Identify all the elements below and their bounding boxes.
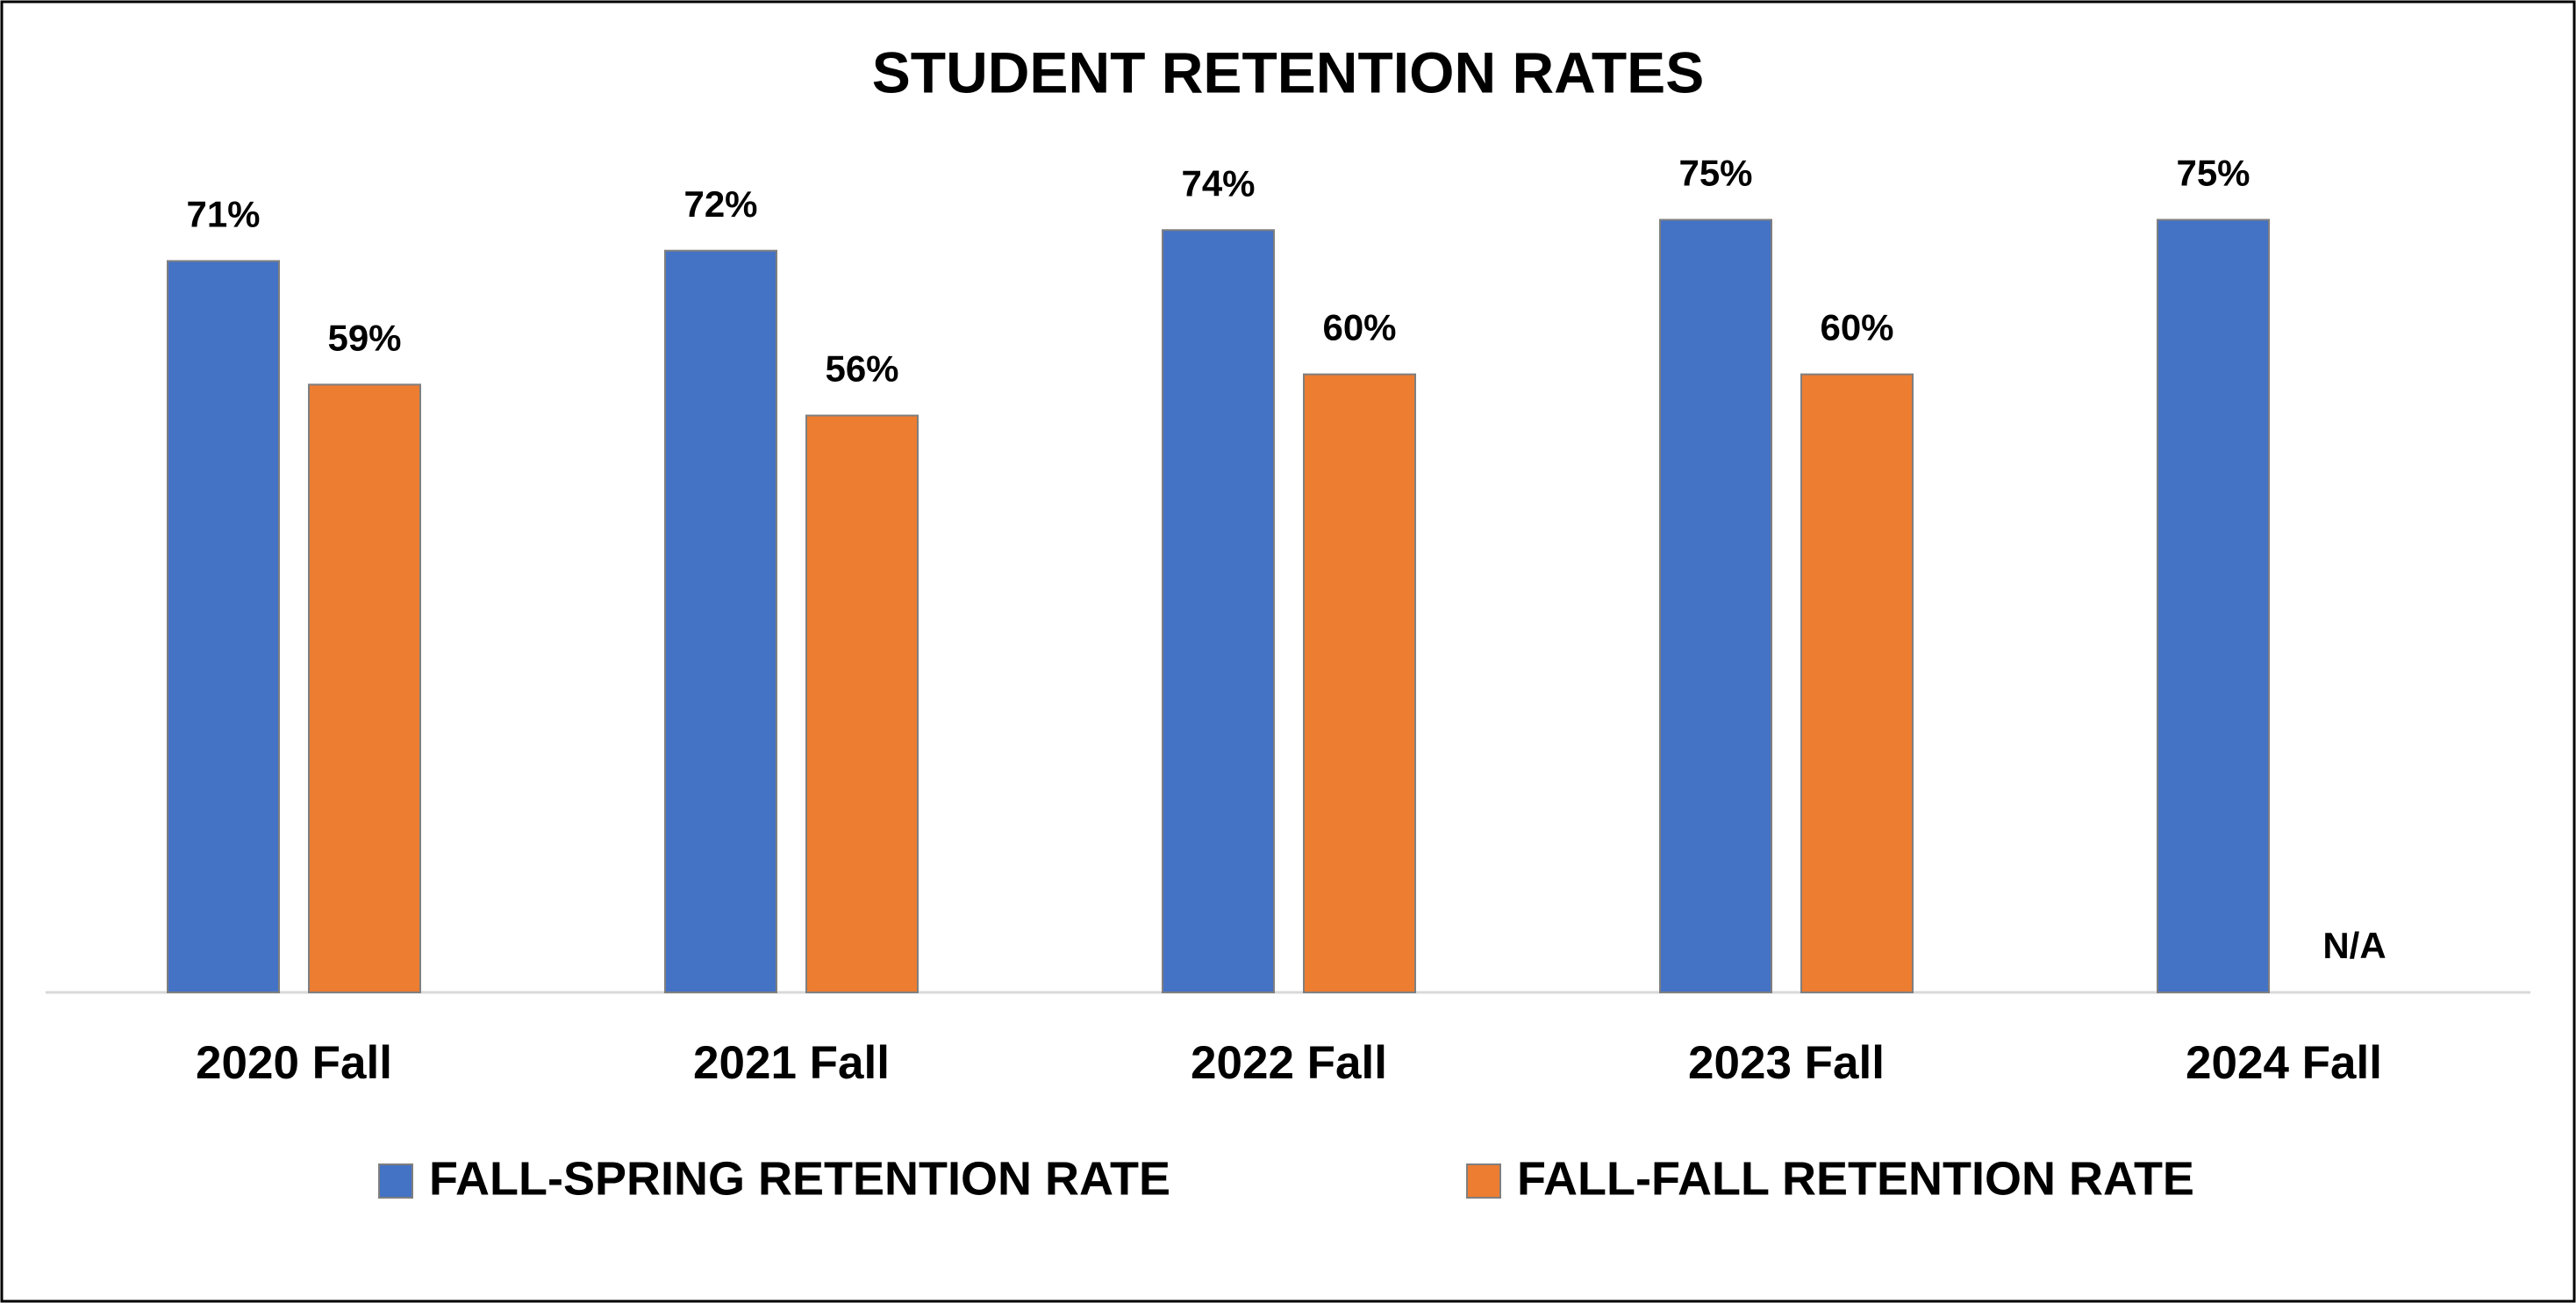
bar <box>805 414 919 993</box>
data-label: 72% <box>683 183 757 225</box>
legend-label: FALL-FALL RETENTION RATE <box>1517 1152 2194 1205</box>
bar <box>2157 218 2270 993</box>
bar <box>1303 373 1416 994</box>
data-label: 75% <box>1678 153 1752 194</box>
data-label: 75% <box>2176 153 2250 194</box>
data-label: 59% <box>327 317 401 358</box>
x-tick-label: 2022 Fall <box>1191 1037 1387 1089</box>
data-label: 60% <box>1820 307 1893 348</box>
data-label: 74% <box>1181 162 1255 204</box>
legend-swatch <box>378 1163 413 1199</box>
x-tick-label: 2020 Fall <box>196 1037 392 1089</box>
chart-title: STUDENT RETENTION RATES <box>872 39 1704 104</box>
data-label: N/A <box>2322 925 2386 966</box>
x-tick-label: 2023 Fall <box>1688 1037 1885 1089</box>
legend-swatch <box>1466 1163 1501 1199</box>
x-tick-label: 2024 Fall <box>2186 1037 2382 1089</box>
data-label: 60% <box>1322 307 1396 348</box>
data-label: 56% <box>825 348 898 390</box>
bar <box>664 249 777 994</box>
bar <box>1659 218 1772 993</box>
bar <box>308 383 421 993</box>
bar <box>1800 373 1914 994</box>
data-label: 71% <box>186 194 260 235</box>
bar <box>1162 229 1275 993</box>
x-tick-label: 2021 Fall <box>693 1037 890 1089</box>
bar <box>167 260 280 993</box>
legend-label: FALL-SPRING RETENTION RATE <box>429 1152 1170 1205</box>
